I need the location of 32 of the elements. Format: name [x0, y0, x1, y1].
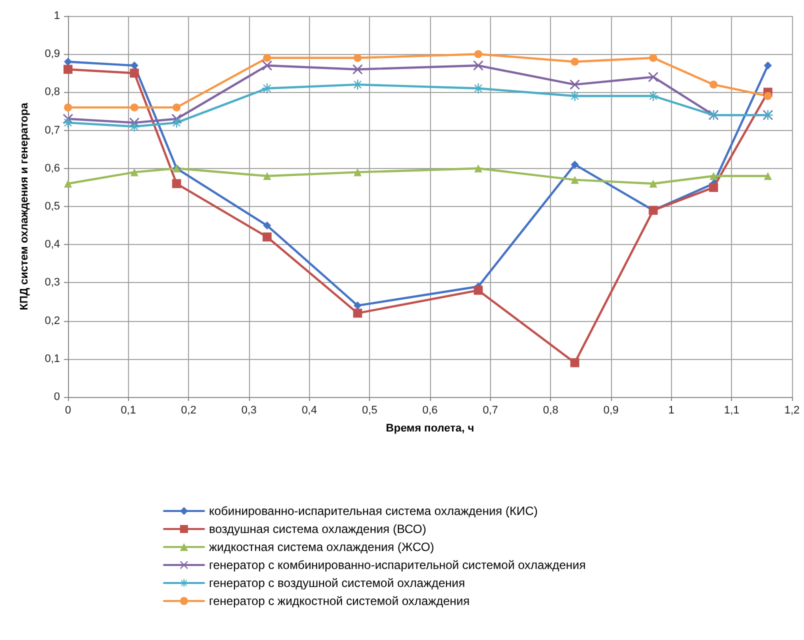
legend-label: генератор с жидкостной системой охлаждения — [209, 594, 470, 608]
y-tick-label: 0,3 — [44, 276, 60, 289]
x-tick-label: 0,9 — [603, 404, 619, 416]
y-tick-label: 1 — [54, 10, 60, 22]
y-tick-label: 0 — [54, 391, 60, 403]
x-tick-label: 0,4 — [302, 404, 317, 416]
x-tick-label: 0 — [64, 404, 72, 416]
legend-label: генератор с комбинированно-испарительной системой охлаждения — [209, 558, 586, 572]
y-tick-label: 0,7 — [44, 124, 60, 136]
x-tick-label: 0,1 — [120, 404, 136, 416]
y-axis-title: КПД систем охлаждения и генератора — [18, 102, 30, 310]
y-tick-label: 0,2 — [44, 314, 60, 327]
y-tick-label: 0,8 — [44, 86, 60, 98]
x-tick-label: 0,2 — [181, 404, 196, 416]
legend-label: жидкостная система охлаждения (ЖСО) — [209, 540, 434, 554]
y-tick-label: 0,4 — [44, 238, 60, 251]
x-tick-label: 0,8 — [543, 404, 558, 416]
legend-label: воздушная система охлаждения (ВСО) — [209, 522, 426, 536]
y-tick-label: 0,6 — [44, 162, 60, 174]
x-tick-label: 1 — [668, 404, 674, 416]
legend-label: генератор с воздушной системой охлаждения — [209, 576, 465, 590]
y-tick-label: 0,9 — [44, 48, 60, 60]
x-axis-title: Время полета, ч — [386, 422, 474, 434]
x-tick-label: 0,6 — [422, 404, 438, 416]
y-tick-label: 0,5 — [44, 200, 60, 212]
x-tick-label: 0,5 — [362, 404, 378, 416]
x-tick-label: 1,2 — [784, 404, 800, 416]
y-tick-label: 0,1 — [44, 352, 60, 365]
x-tick-label: 0,3 — [241, 404, 257, 416]
x-tick-label: 0,7 — [482, 404, 498, 416]
x-tick-label: 1,1 — [724, 404, 740, 416]
legend-label: кобинированно-испарительная система охлаждения (КИС) — [209, 504, 538, 518]
